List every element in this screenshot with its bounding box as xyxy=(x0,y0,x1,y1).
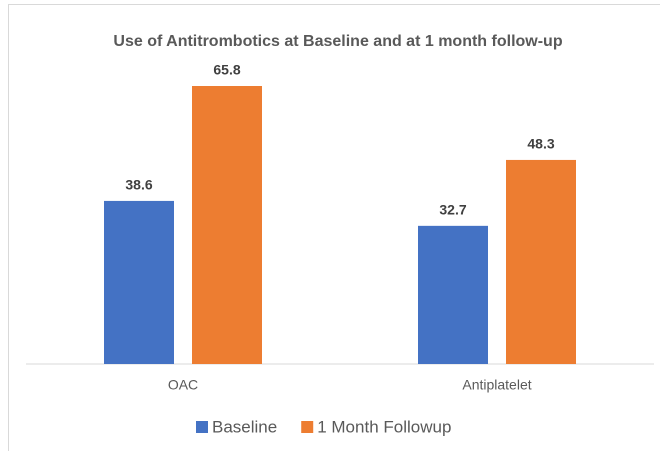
data-label: 38.6 xyxy=(125,177,152,193)
bar xyxy=(418,225,488,364)
chart-title: Use of Antitrombotics at Baseline and at… xyxy=(113,33,562,50)
bar xyxy=(506,159,576,364)
bar xyxy=(192,86,262,364)
x-tick-label: OAC xyxy=(168,377,198,393)
data-label: 32.7 xyxy=(439,202,466,218)
data-label: 65.8 xyxy=(213,62,240,78)
legend-swatch xyxy=(196,421,208,433)
x-tick-label: Antiplatelet xyxy=(462,377,531,393)
bar xyxy=(104,200,174,364)
legend-label: 1 Month Followup xyxy=(317,417,451,436)
data-label: 48.3 xyxy=(527,136,554,152)
legend-swatch xyxy=(301,421,314,433)
legend-label: Baseline xyxy=(212,417,277,436)
